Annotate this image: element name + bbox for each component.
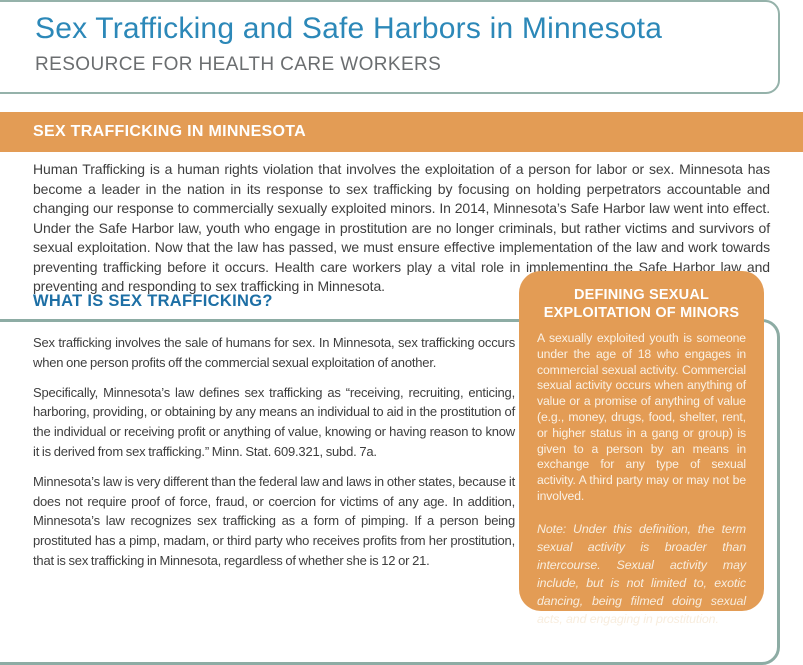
body-paragraph: Sex trafficking involves the sale of hum…	[33, 335, 515, 370]
body-paragraph: Specifically, Minnesota’s law defines se…	[33, 384, 515, 459]
section-band-label: SEX TRAFFICKING IN MINNESOTA	[33, 123, 306, 140]
sidebar-note: Note: Under this definition, the term se…	[537, 521, 746, 626]
sidebar-body: A sexually exploited youth is someone un…	[537, 331, 746, 503]
section-band: SEX TRAFFICKING IN MINNESOTA	[0, 112, 803, 152]
sidebar-callout: DEFINING SEXUAL EXPLOITATION OF MINORS A…	[519, 271, 764, 626]
header-box: Sex Trafficking and Safe Harbors in Minn…	[0, 0, 780, 94]
page-subtitle: RESOURCE FOR HEALTH CARE WORKERS	[35, 54, 442, 75]
page-title: Sex Trafficking and Safe Harbors in Minn…	[35, 12, 663, 45]
subsection-heading: WHAT IS SEX TRAFFICKING?	[33, 292, 273, 310]
body-paragraph: Minnesota’s law is very different than t…	[33, 473, 515, 568]
body-column: Sex trafficking involves the sale of hum…	[33, 333, 515, 581]
sidebar-heading: DEFINING SEXUAL EXPLOITATION OF MINORS	[543, 287, 740, 321]
intro-paragraph: Human Trafficking is a human rights viol…	[33, 161, 770, 294]
